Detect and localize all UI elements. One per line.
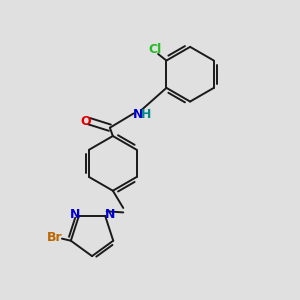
Text: Br: Br: [47, 231, 62, 244]
Text: N: N: [70, 208, 81, 221]
Text: N: N: [104, 208, 115, 221]
Text: O: O: [80, 115, 91, 128]
Text: Cl: Cl: [148, 43, 161, 56]
Text: N: N: [133, 108, 143, 122]
Text: H: H: [141, 108, 151, 122]
